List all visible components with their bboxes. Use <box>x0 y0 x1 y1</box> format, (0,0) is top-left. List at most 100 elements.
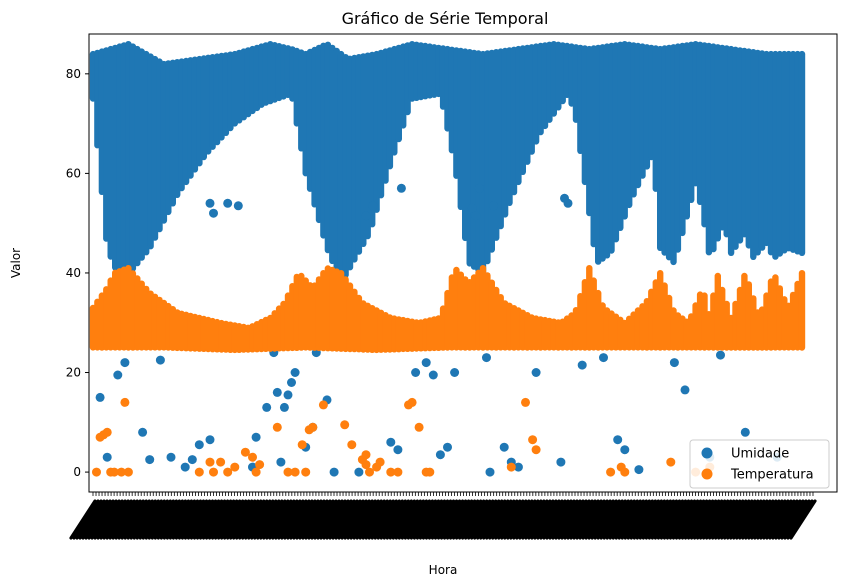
x-tick-label <box>536 499 564 540</box>
x-tick-label <box>442 499 471 540</box>
data-point <box>599 353 608 363</box>
data-point <box>240 447 250 457</box>
x-tick-label <box>156 499 184 540</box>
x-tick-label <box>572 499 600 540</box>
x-tick-label <box>479 499 507 540</box>
x-tick-label <box>123 499 151 540</box>
x-tick-label <box>590 499 618 540</box>
x-tick-label <box>768 499 796 540</box>
x-tick-label <box>617 499 645 540</box>
data-point <box>499 442 509 452</box>
data-point <box>209 208 218 218</box>
x-tick-label <box>653 499 682 540</box>
x-tick-label <box>409 499 438 540</box>
x-tick-label <box>141 499 169 540</box>
x-tick-label <box>406 499 434 540</box>
x-tick-label <box>548 499 576 540</box>
x-tick-label <box>235 499 263 540</box>
x-tick-label <box>147 499 175 540</box>
x-tick-label <box>217 499 245 540</box>
x-tick-label <box>641 499 669 540</box>
x-tick-label <box>84 499 112 540</box>
data-point <box>513 462 523 472</box>
x-tick-label <box>569 499 597 540</box>
x-tick-label <box>747 499 775 540</box>
x-tick-label <box>683 499 712 540</box>
x-tick-label <box>638 499 666 540</box>
data-point <box>145 455 155 465</box>
x-axis <box>69 492 817 540</box>
x-tick-label <box>741 499 769 540</box>
x-tick-label <box>280 499 308 540</box>
x-tick-label <box>174 499 203 540</box>
x-tick-label <box>367 499 395 540</box>
x-tick-label <box>476 499 504 540</box>
x-tick-label <box>214 499 242 540</box>
data-point <box>301 467 311 477</box>
x-axis-label: Hora <box>429 563 458 577</box>
data-point <box>223 467 233 477</box>
x-tick-label <box>717 499 745 540</box>
x-tick-label <box>494 499 522 540</box>
x-tick-label <box>340 499 368 540</box>
x-tick-label <box>177 499 206 540</box>
x-tick-label <box>539 499 567 540</box>
data-point <box>283 390 293 400</box>
x-tick-label <box>382 499 410 540</box>
data-point <box>365 467 374 477</box>
data-point <box>120 358 130 368</box>
data-point <box>180 462 190 472</box>
data-point <box>471 211 481 221</box>
x-tick-label <box>304 499 332 540</box>
x-tick-label <box>461 499 489 540</box>
data-point <box>361 450 371 460</box>
data-point <box>205 435 215 445</box>
x-tick-label <box>265 499 293 540</box>
x-tick-label <box>581 499 609 540</box>
x-tick-label <box>376 499 404 540</box>
data-point <box>361 211 371 221</box>
data-point <box>297 440 307 450</box>
x-tick-label <box>412 499 441 540</box>
x-tick-label <box>659 499 688 540</box>
x-tick-label <box>168 499 197 540</box>
y-axis-label: Valor <box>9 248 23 278</box>
x-tick-label <box>671 499 700 540</box>
x-tick-label <box>635 499 663 540</box>
x-tick-label <box>421 499 450 540</box>
x-tick-label <box>506 499 534 540</box>
legend-label-umidade: Umidade <box>731 447 789 462</box>
x-tick-label <box>726 499 754 540</box>
x-tick-label <box>723 499 751 540</box>
data-point <box>556 457 566 467</box>
x-tick-label <box>286 499 314 540</box>
x-tick-label <box>433 499 462 540</box>
x-tick-label <box>358 499 386 540</box>
data-point <box>308 422 318 432</box>
x-tick-label <box>560 499 588 540</box>
x-tick-label <box>467 499 495 540</box>
x-tick-label <box>695 499 724 540</box>
x-tick-label <box>488 499 516 540</box>
x-tick-label <box>599 499 627 540</box>
data-point <box>450 368 460 377</box>
x-tick-label <box>596 499 624 540</box>
x-tick-label <box>250 499 278 540</box>
data-point <box>318 400 328 410</box>
x-tick-label <box>346 499 374 540</box>
y-tick-label: 40 <box>66 266 81 280</box>
x-tick-label <box>102 499 130 540</box>
x-tick-label <box>150 499 178 540</box>
x-tick-label <box>765 499 793 540</box>
x-tick-label <box>241 499 269 540</box>
x-tick-label <box>521 499 549 540</box>
x-tick-label <box>605 499 633 540</box>
x-tick-label <box>668 499 697 540</box>
x-tick-label <box>756 499 784 540</box>
x-tick-label <box>135 499 163 540</box>
x-tick-label <box>114 499 142 540</box>
x-tick-label <box>551 499 579 540</box>
x-tick-label <box>144 499 172 540</box>
x-tick-label <box>316 499 344 540</box>
x-tick-label <box>424 499 453 540</box>
